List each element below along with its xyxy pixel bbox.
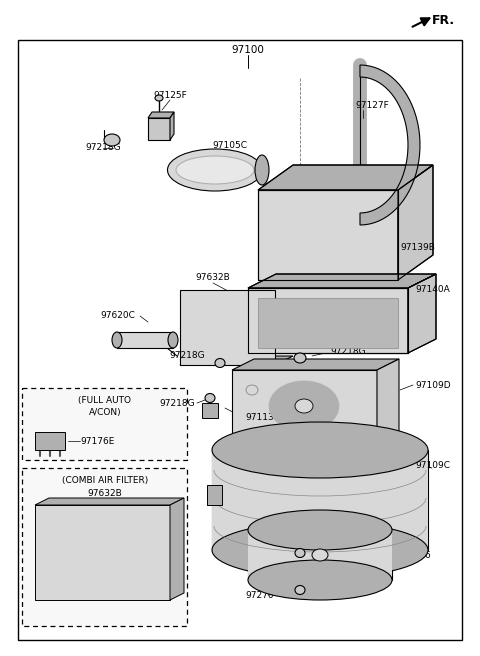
Ellipse shape	[295, 586, 305, 594]
Text: 97218G: 97218G	[330, 348, 366, 356]
Text: (FULL AUTO: (FULL AUTO	[79, 396, 132, 405]
Ellipse shape	[255, 155, 269, 185]
Polygon shape	[258, 190, 398, 280]
Polygon shape	[35, 432, 65, 450]
Text: 97109C: 97109C	[415, 461, 450, 470]
Text: 97176E: 97176E	[80, 436, 114, 445]
Polygon shape	[398, 165, 433, 280]
Polygon shape	[232, 359, 399, 370]
Polygon shape	[212, 450, 428, 550]
Text: 97100: 97100	[231, 45, 264, 55]
Text: 97139B: 97139B	[400, 243, 435, 253]
Text: FR.: FR.	[432, 14, 455, 26]
Text: 97218G: 97218G	[85, 144, 120, 152]
Text: A/CON): A/CON)	[89, 407, 121, 417]
Ellipse shape	[212, 422, 428, 478]
Polygon shape	[202, 403, 218, 418]
Text: 97632B: 97632B	[88, 489, 122, 499]
Text: 97113B: 97113B	[245, 413, 280, 422]
Ellipse shape	[295, 548, 305, 558]
Ellipse shape	[294, 353, 306, 363]
Text: 97125F: 97125F	[153, 91, 187, 100]
Ellipse shape	[112, 332, 122, 348]
Text: (COMBI AIR FILTER): (COMBI AIR FILTER)	[62, 476, 148, 485]
Ellipse shape	[248, 560, 392, 600]
Text: 97105C: 97105C	[213, 140, 248, 150]
Polygon shape	[35, 498, 184, 505]
Polygon shape	[248, 530, 392, 580]
Polygon shape	[148, 112, 174, 118]
Text: 97127F: 97127F	[355, 100, 389, 110]
Text: 97218G: 97218G	[330, 544, 366, 552]
Ellipse shape	[176, 156, 254, 184]
Polygon shape	[117, 332, 173, 348]
Polygon shape	[248, 274, 436, 288]
Ellipse shape	[215, 358, 225, 367]
Polygon shape	[248, 288, 408, 353]
Text: 97620C: 97620C	[100, 310, 135, 319]
FancyBboxPatch shape	[22, 468, 187, 626]
Text: 97140A: 97140A	[415, 285, 450, 295]
Polygon shape	[170, 498, 184, 600]
Ellipse shape	[248, 510, 392, 550]
Polygon shape	[360, 65, 420, 225]
Text: 97270: 97270	[245, 590, 274, 600]
Polygon shape	[35, 505, 170, 600]
Text: 97218G: 97218G	[159, 398, 195, 407]
Ellipse shape	[168, 149, 263, 191]
Polygon shape	[207, 485, 222, 505]
Ellipse shape	[269, 381, 339, 431]
Ellipse shape	[168, 332, 178, 348]
Text: 97632B: 97632B	[196, 274, 230, 283]
Ellipse shape	[104, 134, 120, 146]
Polygon shape	[180, 290, 275, 365]
Polygon shape	[148, 118, 170, 140]
Polygon shape	[258, 298, 398, 348]
Polygon shape	[248, 345, 408, 353]
Ellipse shape	[295, 399, 313, 413]
FancyBboxPatch shape	[22, 388, 187, 460]
Ellipse shape	[212, 522, 428, 578]
Ellipse shape	[155, 95, 163, 101]
Polygon shape	[377, 359, 399, 442]
Polygon shape	[258, 165, 433, 190]
Text: 97218G: 97218G	[169, 350, 205, 359]
Text: 97116: 97116	[402, 550, 431, 560]
Text: 97109D: 97109D	[415, 380, 451, 390]
Polygon shape	[232, 370, 377, 442]
Ellipse shape	[312, 549, 328, 561]
Polygon shape	[408, 274, 436, 353]
Ellipse shape	[205, 394, 215, 403]
Polygon shape	[180, 356, 293, 365]
Polygon shape	[170, 112, 174, 140]
